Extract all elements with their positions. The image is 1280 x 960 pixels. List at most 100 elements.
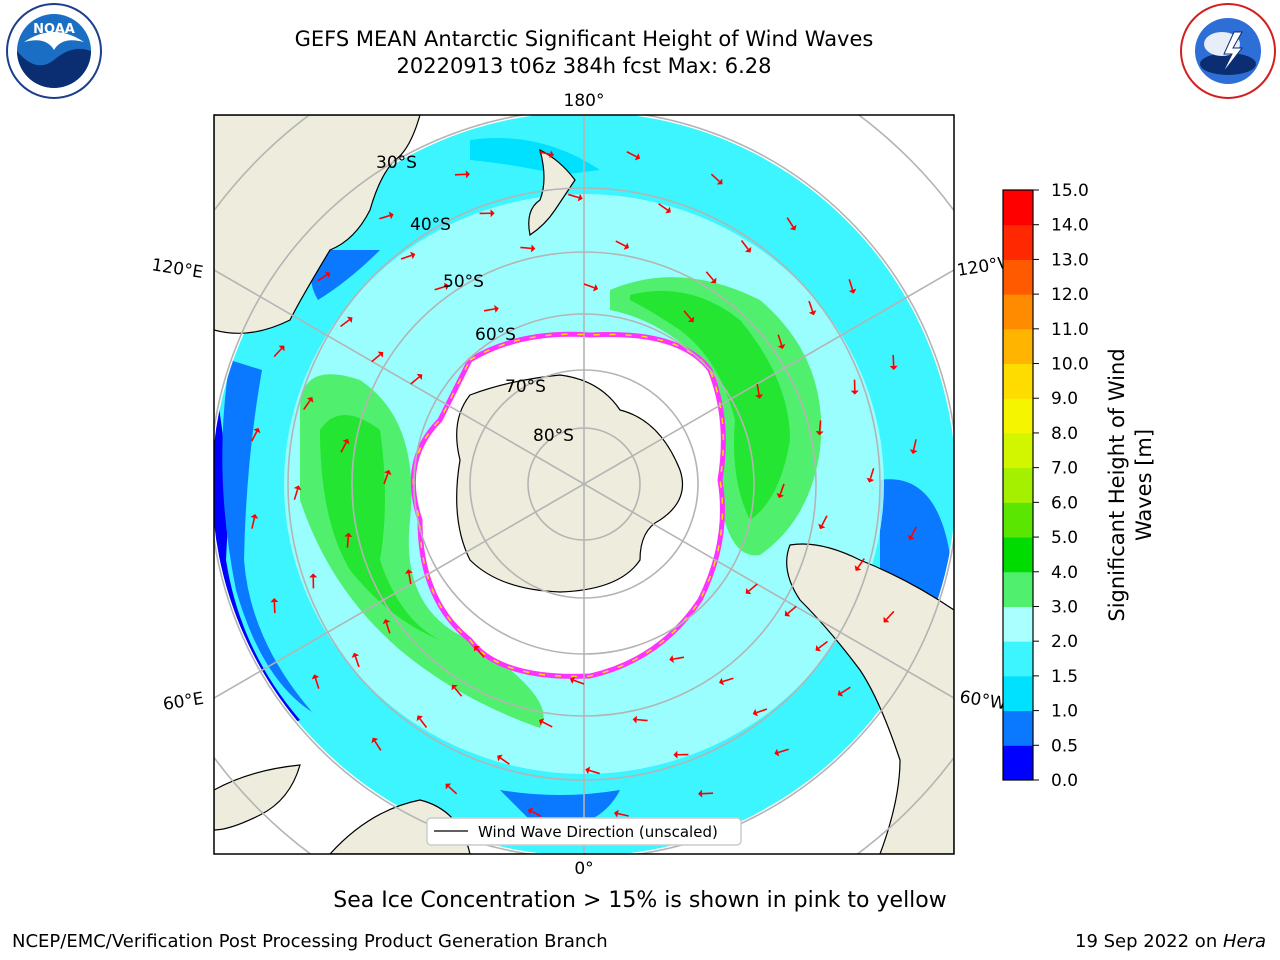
land-south-america — [786, 543, 954, 854]
colorbar-segment — [1003, 571, 1033, 607]
wave-direction-arrowhead — [815, 430, 824, 436]
wave-direction-arrowhead — [632, 715, 638, 724]
wave-direction-arrow — [821, 515, 828, 526]
colorbar-segment — [1003, 745, 1033, 781]
colorbar-tick-label: 4.0 — [1051, 563, 1078, 583]
wave-direction-arrow — [818, 640, 828, 649]
wave-direction-arrowhead — [371, 737, 379, 744]
wave-direction-arrow — [588, 769, 600, 775]
wave-direction-arrowhead — [698, 789, 703, 798]
wave-direction-arrow — [705, 271, 714, 281]
wave-direction-arrowhead — [527, 807, 534, 815]
wave-direction-arrowhead — [490, 209, 495, 218]
wave-direction-arrow — [374, 740, 382, 751]
wave-direction-arrow — [673, 656, 685, 660]
wave-direction-arrowhead — [473, 645, 481, 652]
wave-direction-arrowhead — [634, 153, 641, 161]
wave-direction-arrowhead — [848, 288, 857, 294]
colorbar-segment — [1003, 190, 1033, 226]
wave-direction-arrow — [626, 151, 637, 158]
wave-direction-arrow — [251, 431, 258, 442]
wave-direction-arrowhead — [306, 397, 314, 403]
wave-direction-arrowhead — [776, 492, 784, 499]
colorbar-tick-label: 14.0 — [1051, 216, 1089, 236]
wave-direction-arrow — [520, 246, 532, 250]
wave-direction-arrow — [317, 274, 328, 282]
wave-direction-arrow — [293, 488, 299, 500]
wave-direction-arrow — [408, 573, 412, 585]
wave-direction-arrow — [615, 240, 626, 247]
wave-direction-arrow — [354, 656, 360, 668]
lat-label-40s: 40°S — [410, 215, 451, 235]
colorbar-tick-label: 7.0 — [1051, 459, 1078, 479]
wave-direction-arrow — [410, 376, 420, 385]
wave-direction-arrow — [542, 721, 553, 728]
wave-direction-arrowhead — [774, 748, 780, 757]
colorbar-segment — [1003, 259, 1033, 295]
colorbar-tick-label: 13.0 — [1051, 250, 1089, 270]
wave-direction-arrow — [340, 442, 347, 453]
wave-direction-arrowhead — [710, 277, 717, 284]
wave-direction-arrowhead — [445, 783, 452, 790]
wave-direction-arrowhead — [744, 246, 752, 253]
wave-direction-arrowhead — [324, 271, 331, 279]
wave-direction-arrowhead — [382, 619, 391, 625]
wave-direction-arrowhead — [909, 449, 918, 455]
wave-direction-arrowhead — [538, 718, 545, 726]
wave-direction-arrow — [419, 718, 428, 728]
wave-direction-arrowhead — [669, 655, 674, 664]
wave-direction-arrowhead — [569, 676, 576, 684]
lon-label-0: 0° — [574, 859, 593, 879]
wave-direction-arrow — [400, 254, 412, 260]
wave-direction-arrow — [756, 708, 768, 714]
lon-label-60e: 60°E — [162, 689, 206, 715]
wave-direction-arrow — [447, 785, 458, 795]
map-title: GEFS MEAN Antarctic Significant Height o… — [294, 27, 874, 51]
wave-direction-arrow — [568, 193, 580, 199]
wave-direction-arrowhead — [344, 532, 353, 538]
wave-direction-arrowhead — [815, 644, 822, 652]
wave-direction-arrow — [314, 677, 320, 689]
wave-direction-arrow — [340, 319, 350, 328]
wave-direction-arrowhead — [854, 565, 862, 571]
wave-direction-arrowhead — [416, 373, 423, 381]
footer-host: Hera — [1222, 931, 1266, 952]
wave-direction-arrow — [454, 687, 463, 697]
wave-direction-arrow — [385, 622, 391, 634]
wave-direction-arrowhead — [250, 513, 259, 519]
colorbar-tick-label: 11.0 — [1051, 320, 1089, 340]
wave-direction-arrowhead — [623, 242, 630, 250]
wave-direction-arrow — [840, 686, 851, 694]
lon-label-120e: 120°E — [150, 255, 204, 283]
wave-direction-arrowhead — [377, 351, 384, 358]
wave-direction-arrow — [748, 583, 758, 592]
colorbar-tick-label: 1.0 — [1051, 702, 1078, 722]
colorbar-segment — [1003, 432, 1033, 469]
colorbar-segment — [1003, 502, 1033, 538]
colorbar-tick-label: 1.5 — [1051, 667, 1078, 687]
wave-direction-arrow — [777, 748, 789, 754]
wave-direction-arrowhead — [465, 170, 470, 179]
lat-label-50s: 50°S — [443, 272, 484, 292]
colorbar-segment — [1003, 224, 1033, 260]
wave-direction-arrow — [857, 558, 865, 569]
wave-direction-arrowhead — [388, 211, 394, 220]
wave-direction-arrowhead — [278, 345, 285, 352]
wave-direction-arrow — [371, 354, 381, 363]
national-weather-service-logo — [1180, 3, 1276, 99]
wave-direction-arrow — [499, 757, 510, 765]
colorbar-segment — [1003, 606, 1033, 642]
wave-direction-arrow — [539, 151, 551, 156]
wave-direction-arrowhead — [889, 365, 898, 370]
legend-label: Wind Wave Direction (unscaled) — [478, 823, 718, 841]
wave-direction-arrowhead — [346, 316, 353, 324]
lat-label-60s: 60°S — [475, 325, 516, 345]
map-legend: Wind Wave Direction (unscaled) — [426, 817, 742, 846]
lon-label-180: 180° — [564, 91, 605, 111]
wave-direction-arrow — [273, 347, 283, 358]
footer-date: 19 Sep 2022 on Hera — [1075, 931, 1266, 952]
colorbar: 0.0 0.5 1.0 1.5 2.0 3.0 4.0 5.0 6.0 7.0 8.0 9.0 10.0… — [1002, 181, 1089, 791]
wave-direction-arrowhead — [745, 587, 752, 595]
wave-direction-arrowhead — [752, 708, 758, 717]
